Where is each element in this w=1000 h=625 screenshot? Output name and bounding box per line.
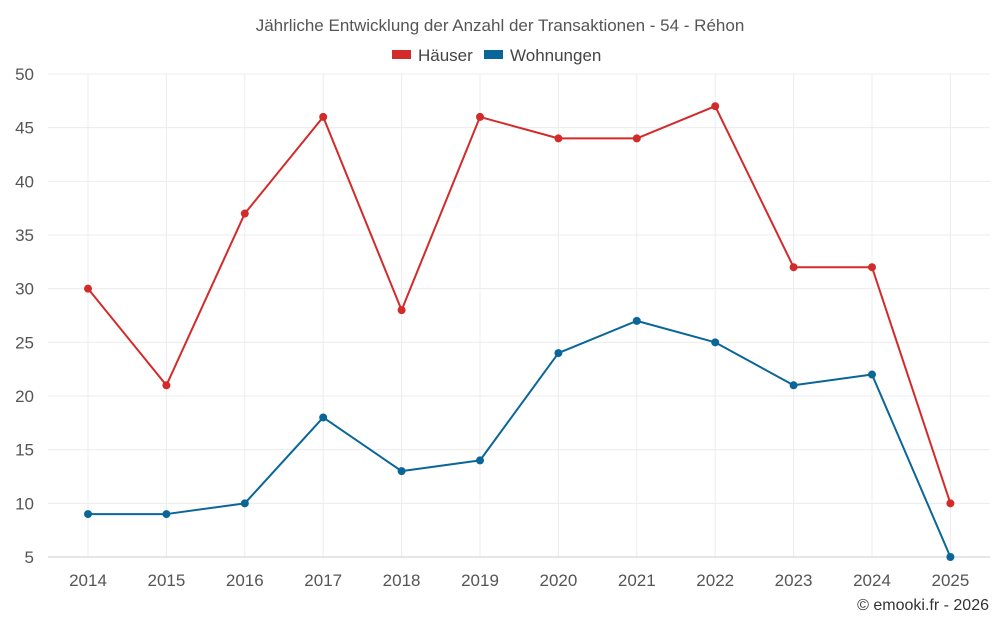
grid [48, 73, 990, 557]
data-point-wohnungen[interactable] [711, 338, 720, 347]
x-tick-label: 2023 [775, 571, 813, 590]
y-tick-label: 10 [15, 494, 34, 513]
data-point-wohnungen[interactable] [84, 510, 92, 519]
legend-label-wohnungen[interactable]: Wohnungen [510, 46, 601, 65]
legend-label-haeuser[interactable]: Häuser [418, 46, 473, 65]
x-tick-label: 2021 [618, 571, 656, 590]
series-line-wohnungen [88, 319, 952, 558]
y-tick-label: 5 [25, 548, 34, 567]
credit-text: © emooki.fr - 2026 [857, 597, 989, 614]
data-point-haeuser[interactable] [789, 263, 798, 272]
legend-swatch-wohnungen [484, 50, 503, 59]
data-point-wohnungen[interactable] [476, 456, 484, 465]
data-point-wohnungen[interactable] [946, 553, 955, 561]
data-point-haeuser[interactable] [554, 134, 563, 143]
x-tick-label: 2019 [461, 571, 499, 590]
x-tick-label: 2016 [226, 571, 264, 590]
data-point-wohnungen[interactable] [868, 370, 876, 379]
data-point-haeuser[interactable] [397, 306, 406, 315]
chart-title: Jährliche Entwicklung der Anzahl der Tra… [256, 16, 745, 35]
y-tick-label: 35 [15, 226, 34, 245]
x-tick-label: 2014 [69, 571, 107, 590]
x-tick-label: 2025 [931, 571, 969, 590]
y-tick-label: 40 [15, 172, 34, 191]
data-point-wohnungen[interactable] [162, 510, 171, 519]
series-line-haeuser [87, 105, 952, 504]
data-point-wohnungen[interactable] [240, 499, 249, 508]
x-tick-label: 2022 [696, 571, 734, 590]
legend-swatch-haeuser [392, 50, 411, 59]
x-tick-label: 2018 [383, 571, 421, 590]
y-tick-label: 50 [15, 65, 34, 84]
data-point-haeuser[interactable] [868, 263, 876, 272]
x-tick-label: 2015 [147, 571, 185, 590]
y-tick-label: 25 [15, 333, 34, 352]
data-point-wohnungen[interactable] [632, 316, 641, 325]
data-point-wohnungen[interactable] [319, 413, 328, 422]
legend: Häuser Wohnungen [392, 46, 601, 65]
data-point-wohnungen[interactable] [397, 467, 406, 476]
data-point-haeuser[interactable] [711, 102, 720, 111]
y-tick-label: 30 [15, 280, 34, 299]
x-tick-label: 2017 [304, 571, 342, 590]
data-point-wohnungen[interactable] [554, 349, 563, 358]
y-tick-label: 45 [15, 119, 34, 138]
data-point-haeuser[interactable] [84, 284, 92, 293]
x-tick-label: 2020 [539, 571, 577, 590]
data-point-haeuser[interactable] [476, 112, 484, 121]
data-point-haeuser[interactable] [946, 499, 955, 508]
y-tick-label: 15 [15, 441, 34, 460]
x-tick-label: 2024 [853, 571, 891, 590]
data-point-haeuser[interactable] [162, 381, 171, 390]
data-point-haeuser[interactable] [240, 209, 249, 218]
data-point-haeuser[interactable] [319, 112, 328, 121]
data-point-haeuser[interactable] [632, 134, 641, 143]
y-tick-label: 20 [15, 387, 34, 406]
series [84, 102, 955, 561]
data-point-wohnungen[interactable] [789, 381, 798, 390]
